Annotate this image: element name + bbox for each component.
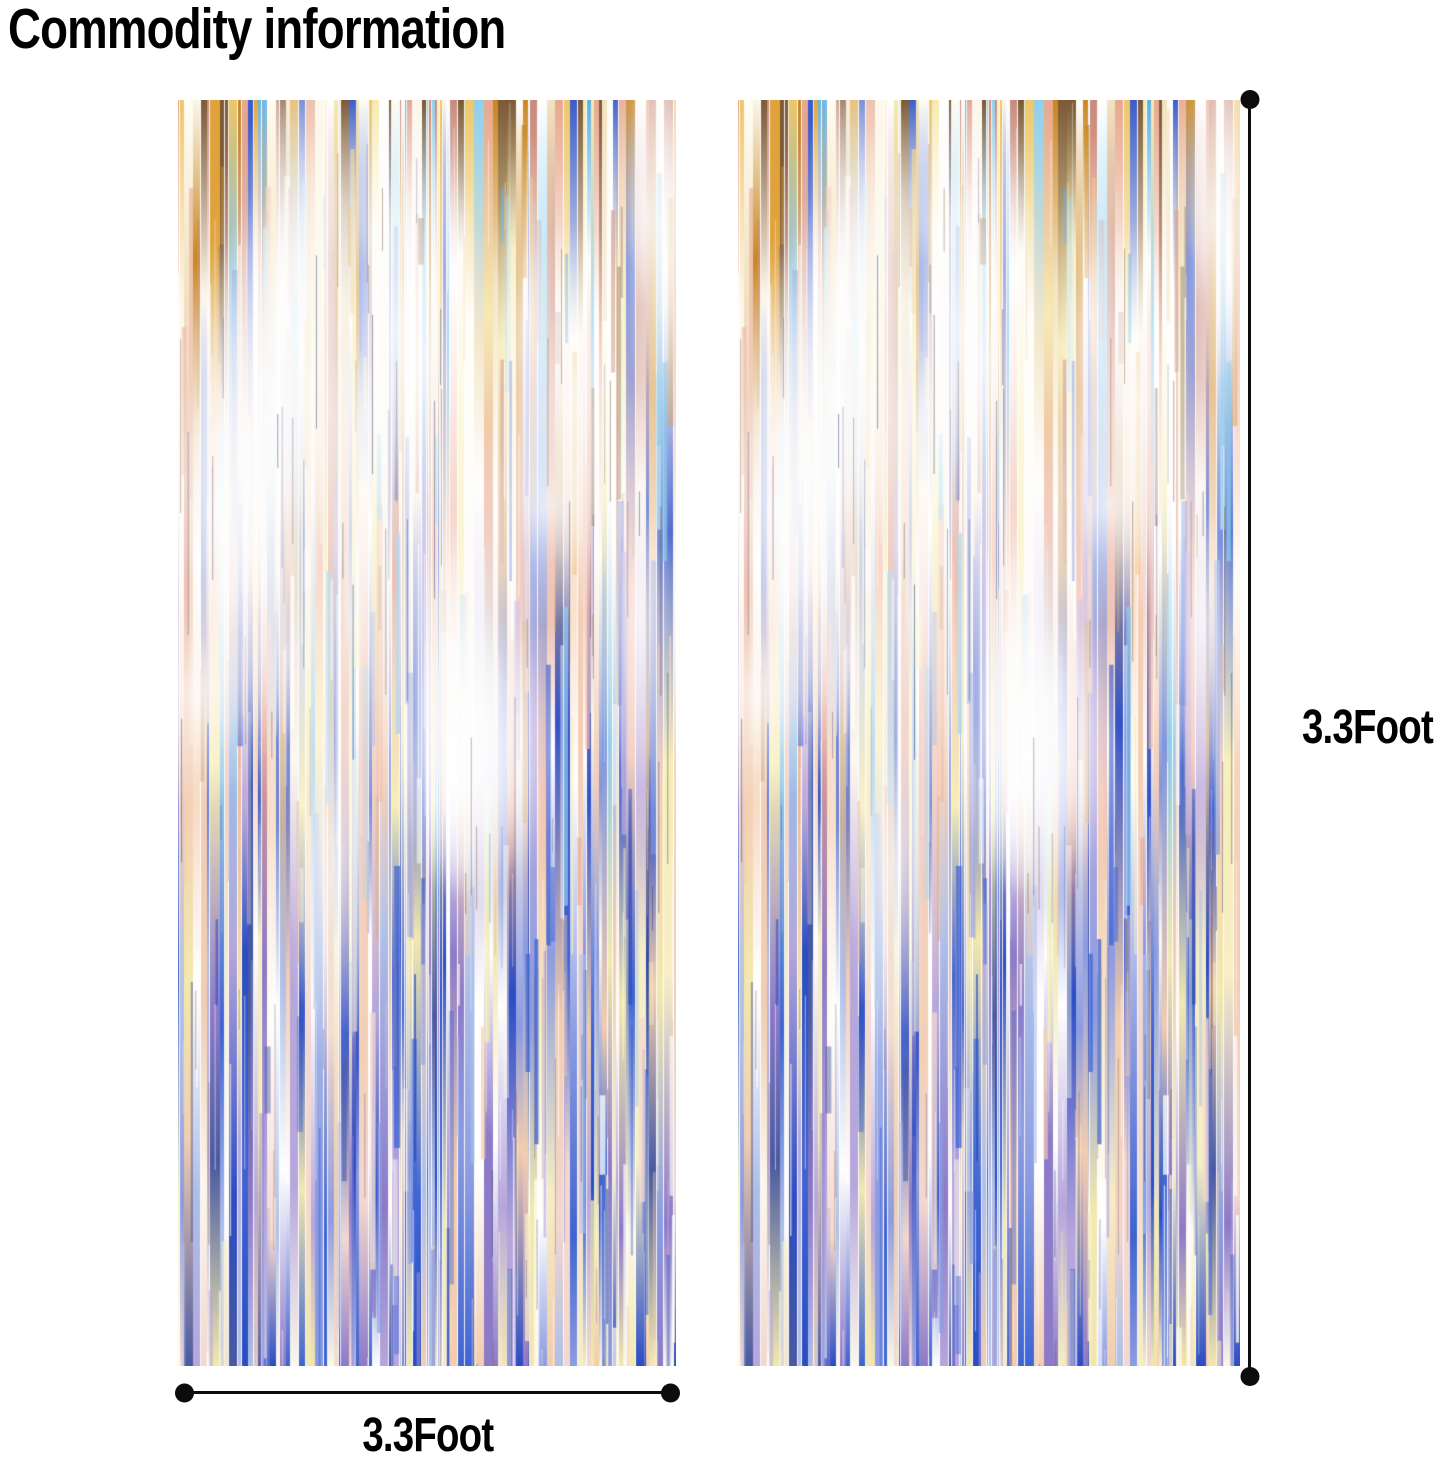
measure-endpoint-dot	[1240, 90, 1259, 109]
curtain-panel-right	[738, 100, 1240, 1366]
measure-endpoint-dot	[661, 1383, 680, 1402]
height-label-text: 3.3Foot	[1302, 701, 1434, 754]
measure-endpoint-dot	[1240, 1367, 1259, 1386]
height-measure-line	[1240, 90, 1259, 1386]
measure-endpoint-dot	[175, 1383, 194, 1402]
width-label: 3.3Foot	[184, 1408, 671, 1463]
page-title-text: Commodity information	[8, 0, 506, 61]
height-label: 3.3Foot	[1302, 700, 1445, 755]
curtain-panel-left	[178, 100, 676, 1366]
page-title: Commodity information	[8, 0, 630, 62]
width-measure-line	[175, 1383, 680, 1402]
width-label-text: 3.3Foot	[362, 1409, 494, 1462]
